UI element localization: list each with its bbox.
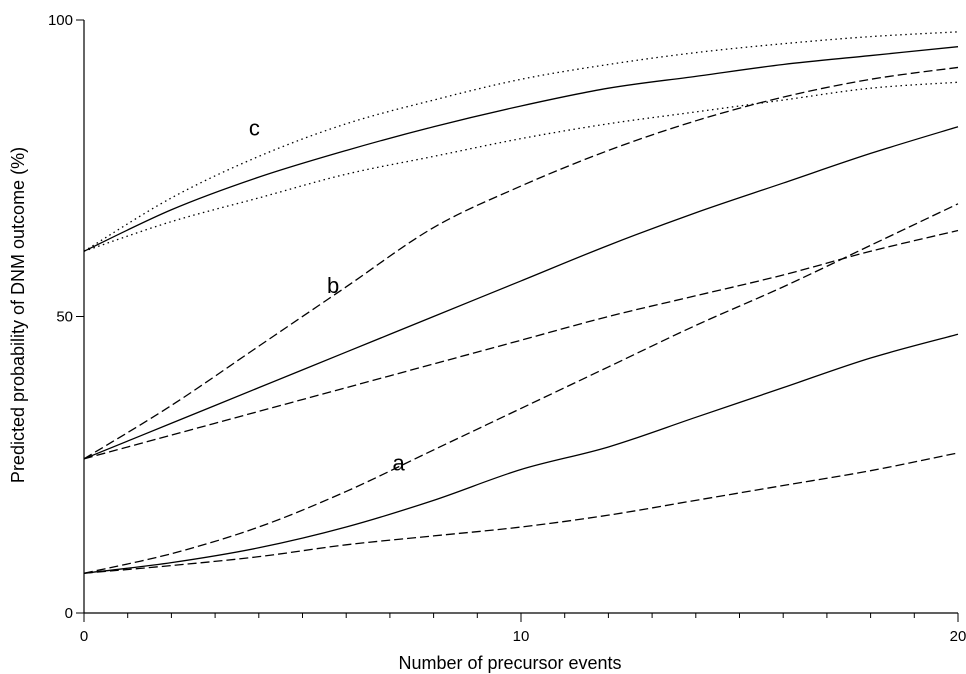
- series-line-a-2: [83, 203, 959, 574]
- series-line-c-1: [83, 46, 959, 252]
- series-line-b-2: [83, 66, 959, 460]
- series-line-a-1: [83, 333, 959, 574]
- curve-label-b: b: [327, 273, 339, 298]
- x-axis-label: Number of precursor events: [398, 653, 621, 673]
- series-line-b-3: [83, 229, 959, 460]
- curve-label-c: c: [249, 116, 260, 141]
- y-axis-label: Predicted probability of DNM outcome (%): [8, 147, 28, 483]
- x-tick-label: 20: [950, 628, 966, 645]
- y-tick-label: 100: [48, 12, 73, 29]
- plot-area: 0 10 20 0 50 100 a b c: [48, 12, 966, 645]
- series-line-c-3: [83, 81, 959, 252]
- series-line-a-3: [83, 452, 959, 574]
- series-line-c-2: [83, 31, 959, 252]
- y-tick-label: 0: [65, 605, 73, 622]
- y-tick-label: 50: [56, 309, 73, 326]
- series-line-b-1: [83, 126, 959, 460]
- x-tick-label: 10: [513, 628, 530, 645]
- x-tick-label: 0: [80, 628, 88, 645]
- curve-label-a: a: [393, 451, 406, 476]
